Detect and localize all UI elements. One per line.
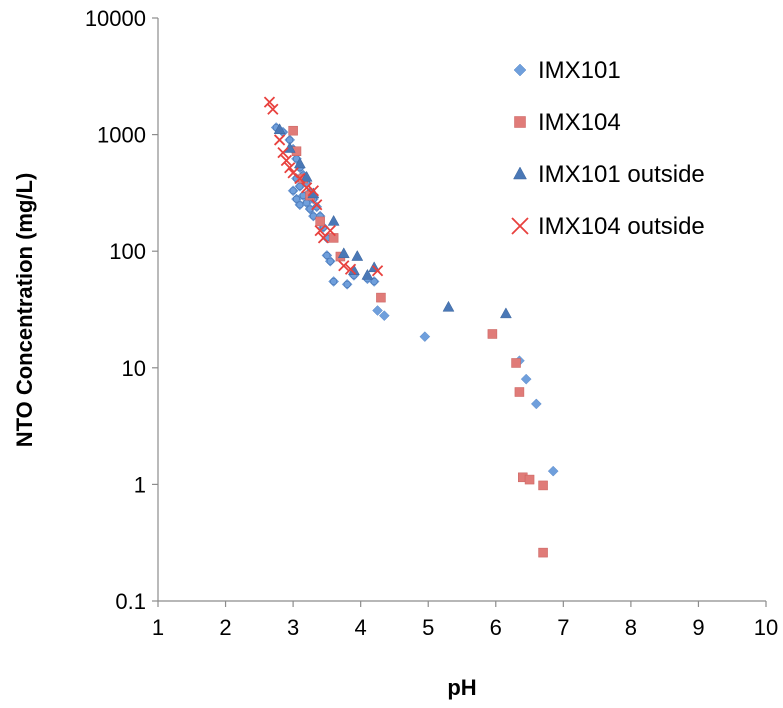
data-point xyxy=(294,172,306,185)
legend-label: IMX104 outside xyxy=(538,213,705,240)
data-point xyxy=(315,216,325,227)
data-point xyxy=(277,147,289,159)
data-point xyxy=(273,123,286,135)
data-point xyxy=(314,225,326,237)
y-tick-label: 1000 xyxy=(97,123,146,148)
y-tick-label: 10 xyxy=(122,356,146,381)
data-point xyxy=(524,474,535,485)
legend-marker xyxy=(514,116,526,128)
x-tick-label: 6 xyxy=(490,615,502,640)
data-point-ring xyxy=(296,201,304,209)
x-tick-label: 2 xyxy=(219,615,231,640)
y-tick-label: 10000 xyxy=(85,6,146,31)
x-axis-title: pH xyxy=(447,675,476,700)
data-point xyxy=(327,214,340,226)
data-point-ring xyxy=(323,251,331,259)
data-point xyxy=(376,292,386,303)
legend-marker xyxy=(513,63,527,77)
series-1 xyxy=(288,125,548,558)
data-point xyxy=(371,265,384,277)
data-point xyxy=(547,465,559,477)
data-point-ring xyxy=(343,280,351,288)
x-tick-label: 9 xyxy=(692,615,704,640)
data-point-ring xyxy=(326,257,334,265)
data-point xyxy=(307,185,320,197)
data-point-ring xyxy=(289,187,297,195)
data-point-ring xyxy=(370,277,378,286)
legend: IMX101 IMX104 IMX101 outside IMX104 outside xyxy=(511,57,705,240)
legend-label: IMX104 xyxy=(538,109,621,136)
data-point xyxy=(344,263,357,275)
x-tick-label: 10 xyxy=(754,615,778,640)
data-point xyxy=(311,199,323,211)
data-point xyxy=(530,398,542,410)
x-tick-label: 4 xyxy=(355,615,367,640)
legend-label: IMX101 outside xyxy=(538,161,705,188)
y-tick-label: 100 xyxy=(109,239,146,264)
data-point xyxy=(351,250,364,261)
x-tick-label: 3 xyxy=(287,615,299,640)
data-point xyxy=(280,154,292,167)
x-tick-label: 7 xyxy=(557,615,569,640)
legend-label: IMX101 xyxy=(538,57,621,84)
data-point xyxy=(419,331,431,343)
y-tick-label: 1 xyxy=(134,472,146,497)
data-point xyxy=(487,329,498,339)
y-axis-title: NTO Concentration (mg/L) xyxy=(12,173,37,448)
axes xyxy=(152,17,767,607)
data-point xyxy=(337,247,350,259)
data-point xyxy=(267,103,279,115)
data-point-ring xyxy=(330,277,338,286)
data-point xyxy=(520,373,532,385)
x-tick-label: 5 xyxy=(422,615,434,640)
data-point-ring xyxy=(309,212,317,220)
data-point-ring xyxy=(292,195,301,203)
data-point xyxy=(284,162,296,174)
x-tick-label: 8 xyxy=(625,615,637,640)
data-point xyxy=(442,300,455,312)
data-point xyxy=(514,387,525,397)
x-tick-label: 1 xyxy=(152,615,164,640)
data-point xyxy=(361,268,374,280)
data-point xyxy=(372,305,383,316)
data-point xyxy=(511,358,521,368)
data-point xyxy=(300,170,313,182)
data-point xyxy=(263,96,276,108)
data-point xyxy=(499,307,512,319)
data-point xyxy=(538,547,548,558)
data-point xyxy=(300,182,313,194)
data-point xyxy=(288,125,298,136)
data-point xyxy=(324,225,336,237)
data-point xyxy=(338,260,350,272)
legend-marker xyxy=(511,217,529,235)
data-point xyxy=(293,157,306,169)
data-point xyxy=(378,310,390,322)
data-point xyxy=(538,480,548,491)
series-3 xyxy=(263,96,384,277)
data-points xyxy=(263,96,559,558)
data-point xyxy=(273,134,286,146)
series-2 xyxy=(273,123,512,319)
y-tick-label: 0.1 xyxy=(115,589,146,614)
legend-marker xyxy=(513,166,527,180)
